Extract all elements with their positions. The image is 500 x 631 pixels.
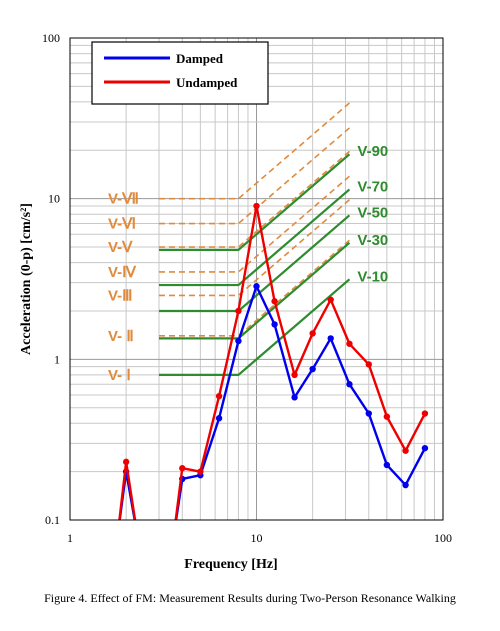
x-tick-label: 10 bbox=[251, 531, 263, 545]
data-point-damped bbox=[365, 410, 372, 417]
data-point-damped bbox=[215, 415, 223, 422]
series-undamped bbox=[114, 202, 429, 538]
green-performance-curve bbox=[158, 188, 351, 287]
data-point-undamped bbox=[346, 340, 353, 347]
orange-curve-label: V-Ⅳ bbox=[108, 264, 137, 281]
x-tick-label: 1 bbox=[67, 531, 73, 545]
orange-curve-label: V-Ⅴ bbox=[108, 239, 133, 256]
plot-frame bbox=[69, 37, 444, 521]
curve-labels: V- Ⅰ V- Ⅱ V-Ⅲ V-Ⅳ V-Ⅴ V-Ⅵ V-Ⅶ V-10 V-30 V-50 V-70 V… bbox=[108, 143, 388, 384]
data-point-damped bbox=[421, 444, 429, 452]
y-tick-label: 0.1 bbox=[45, 513, 60, 527]
data-point-undamped bbox=[402, 447, 409, 454]
y-tick-label: 100 bbox=[42, 31, 60, 45]
grid bbox=[70, 38, 443, 520]
orange-performance-curve bbox=[158, 150, 350, 248]
legend-label-damped: Damped bbox=[176, 51, 224, 66]
data-point-undamped bbox=[365, 361, 372, 368]
y-axis-title: Acceleration (0-p) [cm/s²] bbox=[19, 203, 34, 355]
legend-box bbox=[91, 41, 269, 105]
data-point-damped bbox=[171, 532, 177, 538]
x-tick-label: 100 bbox=[434, 531, 452, 545]
series-line-damped bbox=[118, 285, 426, 520]
data-point-damped bbox=[134, 532, 140, 538]
data-series bbox=[114, 202, 429, 538]
orange-curve-label: V-Ⅶ bbox=[108, 191, 139, 208]
x-axis-title: Frequency [Hz] bbox=[184, 557, 277, 572]
data-point-undamped bbox=[134, 532, 140, 538]
figure-caption: Figure 4. Effect of FM: Measurement Resu… bbox=[44, 591, 456, 605]
data-point-damped bbox=[271, 321, 278, 328]
y-tick-label: 10 bbox=[48, 192, 60, 206]
data-point-damped bbox=[383, 461, 391, 469]
data-point-undamped bbox=[253, 202, 260, 210]
data-point-damped bbox=[309, 365, 316, 373]
data-point-damped bbox=[291, 394, 298, 401]
series-damped bbox=[114, 283, 429, 538]
green-curve-label: V-70 bbox=[357, 178, 388, 195]
data-point-undamped bbox=[215, 392, 223, 400]
tick-labels: 1 10 100 0.1 1 10 100 bbox=[42, 31, 452, 545]
green-curve-label: V-50 bbox=[357, 204, 388, 221]
data-point-undamped bbox=[197, 468, 204, 475]
data-point-undamped bbox=[309, 330, 316, 337]
data-point-damped bbox=[253, 283, 260, 290]
data-point-undamped bbox=[114, 532, 120, 538]
green-curve-label: V-30 bbox=[357, 232, 388, 249]
data-point-undamped bbox=[327, 296, 334, 303]
orange-performance-curve bbox=[158, 127, 350, 225]
data-point-undamped bbox=[122, 458, 130, 466]
data-point-undamped bbox=[291, 371, 298, 379]
orange-curve-label: V-Ⅵ bbox=[108, 216, 136, 233]
orange-curve-label: V- Ⅱ bbox=[108, 328, 134, 345]
data-point-undamped bbox=[271, 298, 278, 305]
series-line-undamped bbox=[118, 204, 426, 520]
data-point-damped bbox=[235, 337, 242, 345]
green-curve-label: V-10 bbox=[357, 268, 388, 285]
orange-curve-label: V- Ⅰ bbox=[108, 367, 131, 384]
green-performance-curve bbox=[158, 153, 351, 251]
orange-curve-label: V-Ⅲ bbox=[108, 287, 133, 304]
data-point-damped bbox=[327, 335, 334, 342]
green-performance-curve bbox=[158, 278, 351, 377]
data-point-undamped bbox=[235, 307, 242, 315]
data-point-undamped bbox=[383, 413, 391, 420]
data-point-undamped bbox=[171, 532, 177, 538]
data-point-damped bbox=[114, 532, 120, 538]
legend: Damped Undamped bbox=[91, 41, 269, 105]
y-tick-label: 1 bbox=[54, 352, 60, 366]
data-point-damped bbox=[402, 481, 409, 489]
green-curve-label: V-90 bbox=[357, 143, 388, 160]
orange-performance-curve bbox=[158, 102, 350, 200]
performance-curves bbox=[158, 102, 351, 377]
legend-label-undamped: Undamped bbox=[176, 75, 238, 90]
data-point-undamped bbox=[179, 465, 186, 472]
data-point-undamped bbox=[421, 410, 429, 417]
data-point-damped bbox=[346, 381, 353, 388]
